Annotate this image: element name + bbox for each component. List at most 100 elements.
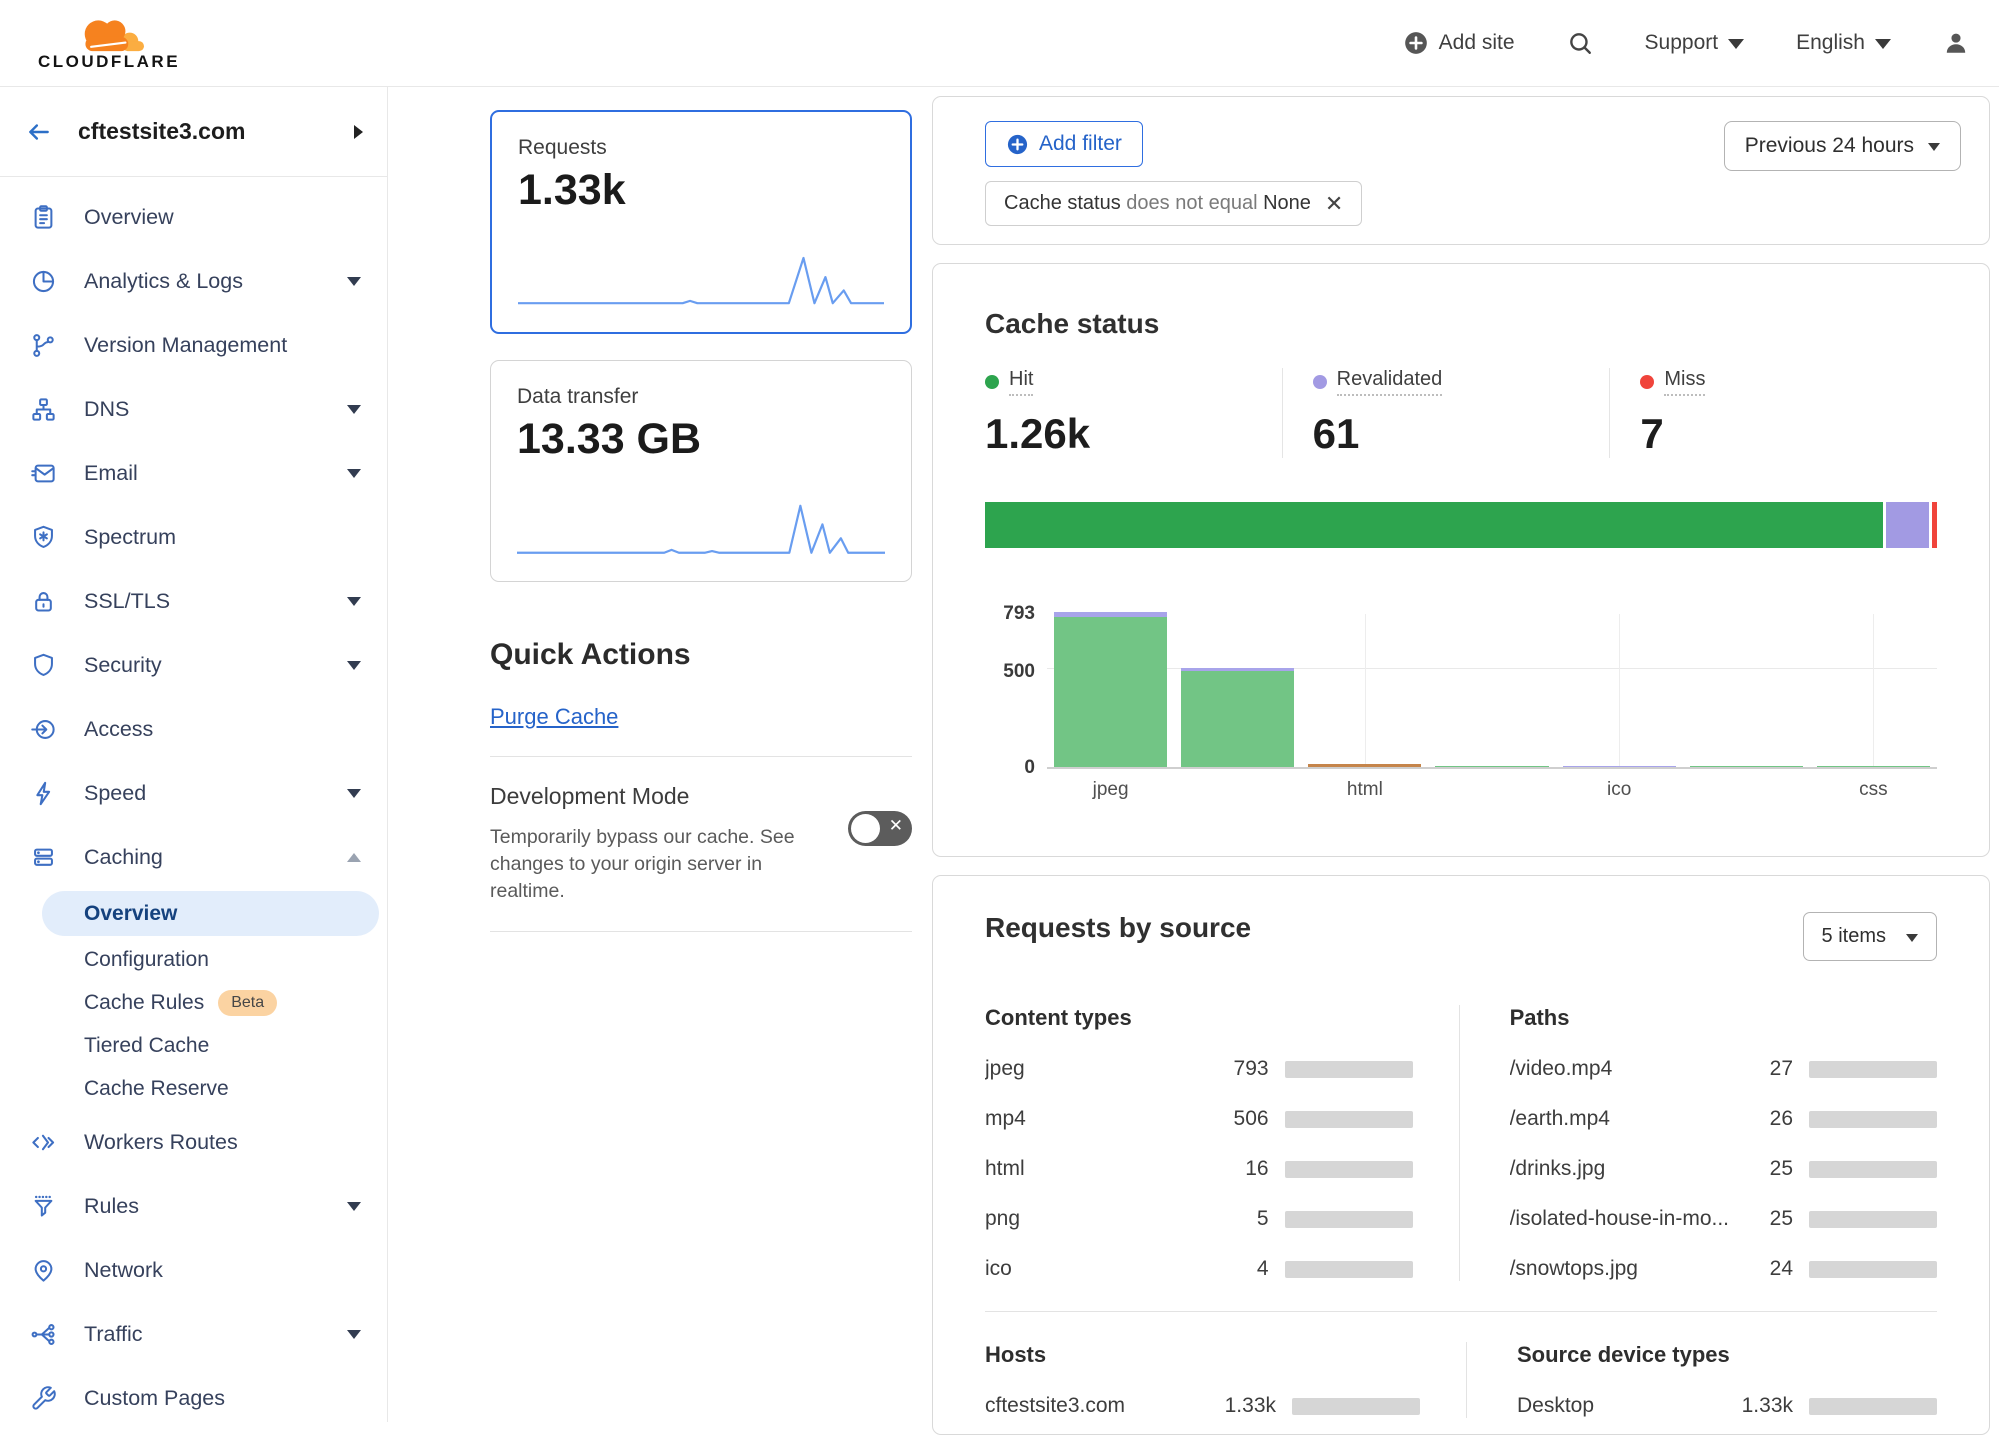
cache-status-legend: Hit 1.26k Revalidated 61 Miss 7 (985, 368, 1937, 458)
stacked-segment-miss (1932, 502, 1937, 548)
legend-hit: Hit 1.26k (985, 368, 1282, 458)
language-menu[interactable]: English (1796, 31, 1891, 55)
progress-bar (1292, 1398, 1420, 1415)
lock-icon (30, 588, 57, 615)
remove-filter-icon[interactable]: ✕ (1325, 193, 1343, 215)
sidebar-item-custom-pages[interactable]: Custom Pages (0, 1366, 387, 1430)
sidebar-nav: Overview Analytics & Logs Version Manage… (0, 177, 387, 1430)
cache-status-card: Cache status Hit 1.26k Revalidated 61 (932, 263, 1990, 857)
add-filter-button[interactable]: Add filter (985, 121, 1143, 167)
cloudflare-cloud-icon (66, 14, 152, 54)
miss-dot-icon (1640, 375, 1654, 389)
data-transfer-label: Data transfer (517, 385, 885, 409)
table-row[interactable]: /earth.mp4 26 (1510, 1107, 1937, 1131)
table-row[interactable]: html 16 (985, 1157, 1413, 1181)
items-count-select[interactable]: 5 items (1803, 912, 1937, 961)
y-tick: 0 (985, 757, 1035, 779)
progress-bar (1809, 1161, 1937, 1178)
table-row[interactable]: /snowtops.jpg 24 (1510, 1257, 1937, 1281)
sidebar-subitem-cache-reserve[interactable]: Cache Reserve (0, 1067, 387, 1110)
sidebar-item-analytics-logs[interactable]: Analytics & Logs (0, 249, 387, 313)
support-menu[interactable]: Support (1645, 31, 1745, 55)
sidebar-item-speed[interactable]: Speed (0, 761, 387, 825)
cache-status-filter-chip[interactable]: Cache status does not equal None ✕ (985, 181, 1362, 226)
progress-bar (1809, 1398, 1937, 1415)
top-header: CLOUDFLARE Add site Support English (0, 0, 1999, 87)
progress-bar (1809, 1111, 1937, 1128)
table-row[interactable]: mp4 506 (985, 1107, 1413, 1131)
revalidated-label[interactable]: Revalidated (1337, 368, 1443, 396)
sidebar-item-caching[interactable]: Caching (0, 825, 387, 889)
sidebar-item-dns[interactable]: DNS (0, 377, 387, 441)
sidebar-item-traffic[interactable]: Traffic (0, 1302, 387, 1366)
sidebar-item-workers-routes[interactable]: Workers Routes (0, 1110, 387, 1174)
paths-table: Paths /video.mp4 27 /earth.mp4 26 /drink… (1459, 1005, 1937, 1281)
divider (985, 1311, 1937, 1312)
progress-bar (1285, 1211, 1413, 1228)
progress-bar (1809, 1211, 1937, 1228)
sidebar-subitem-configuration[interactable]: Configuration (0, 938, 387, 981)
table-row[interactable]: /video.mp4 27 (1510, 1057, 1937, 1081)
cache-status-title: Cache status (985, 308, 1937, 340)
table-row[interactable]: ico 4 (985, 1257, 1413, 1281)
chart-x-label (1174, 779, 1301, 801)
table-row[interactable]: cftestsite3.com 1.33k (985, 1394, 1420, 1418)
miss-value: 7 (1640, 410, 1937, 458)
data-transfer-value: 13.33 GB (517, 415, 885, 464)
sidebar-item-overview[interactable]: Overview (0, 185, 387, 249)
requests-value: 1.33k (518, 166, 884, 215)
miss-label[interactable]: Miss (1664, 368, 1705, 396)
table-row[interactable]: png 5 (985, 1207, 1413, 1231)
brand-wordmark: CLOUDFLARE (38, 52, 180, 72)
stacked-segment-revalidated (1886, 502, 1929, 548)
chart-x-label: jpeg (1047, 779, 1174, 801)
wrench-icon (30, 1385, 57, 1412)
chart-x-label: html (1301, 779, 1428, 801)
sidebar-item-rules[interactable]: Rules (0, 1174, 387, 1238)
development-mode-toggle[interactable]: ✕ (848, 811, 912, 846)
sidebar-item-ssl-tls[interactable]: SSL/TLS (0, 569, 387, 633)
sidebar-item-network[interactable]: Network (0, 1238, 387, 1302)
purge-cache-link[interactable]: Purge Cache (490, 704, 618, 730)
sidebar-item-version-management[interactable]: Version Management (0, 313, 387, 377)
development-mode-title: Development Mode (490, 783, 800, 810)
data-transfer-metric-card[interactable]: Data transfer 13.33 GB (490, 360, 912, 582)
requests-metric-card[interactable]: Requests 1.33k (490, 110, 912, 334)
table-row[interactable]: jpeg 793 (985, 1057, 1413, 1081)
sidebar-item-access[interactable]: Access (0, 697, 387, 761)
divider (490, 931, 912, 932)
cloudflare-logo[interactable]: CLOUDFLARE (24, 14, 194, 72)
toggle-knob (851, 814, 880, 843)
back-arrow-icon[interactable] (26, 119, 52, 145)
lightning-bolt-icon (30, 780, 57, 807)
chevron-up-icon (347, 853, 361, 862)
plus-circle-icon (1006, 133, 1029, 156)
legend-revalidated: Revalidated 61 (1282, 368, 1610, 458)
chart-bar (1683, 614, 1810, 767)
sidebar-subitem-caching-overview[interactable]: Overview (42, 891, 379, 936)
hit-label[interactable]: Hit (1009, 368, 1033, 396)
add-site-button[interactable]: Add site (1403, 30, 1515, 56)
chart-x-label: ico (1556, 779, 1683, 801)
progress-bar (1285, 1061, 1413, 1078)
server-stack-icon (30, 844, 57, 871)
shield-asterisk-icon (30, 524, 57, 551)
table-row[interactable]: Desktop 1.33k (1517, 1394, 1937, 1418)
sidebar-item-email[interactable]: Email (0, 441, 387, 505)
chevron-down-icon (347, 405, 361, 414)
table-row[interactable]: /isolated-house-in-mo... 25 (1510, 1207, 1937, 1231)
legend-miss: Miss 7 (1609, 368, 1937, 458)
search-icon[interactable] (1567, 30, 1593, 56)
cache-status-stacked-bar (985, 502, 1937, 548)
sidebar-item-security[interactable]: Security (0, 633, 387, 697)
chevron-right-icon[interactable] (354, 125, 363, 139)
sidebar-subitem-cache-rules[interactable]: Cache Rules Beta (0, 981, 387, 1024)
time-range-select[interactable]: Previous 24 hours (1724, 121, 1961, 171)
user-account-icon[interactable] (1943, 30, 1969, 56)
plus-circle-icon (1403, 30, 1429, 56)
sidebar-item-spectrum[interactable]: Spectrum (0, 505, 387, 569)
chart-x-label (1428, 779, 1555, 801)
sidebar-subitem-tiered-cache[interactable]: Tiered Cache (0, 1024, 387, 1067)
toggle-off-x-icon: ✕ (889, 816, 903, 836)
table-row[interactable]: /drinks.jpg 25 (1510, 1157, 1937, 1181)
